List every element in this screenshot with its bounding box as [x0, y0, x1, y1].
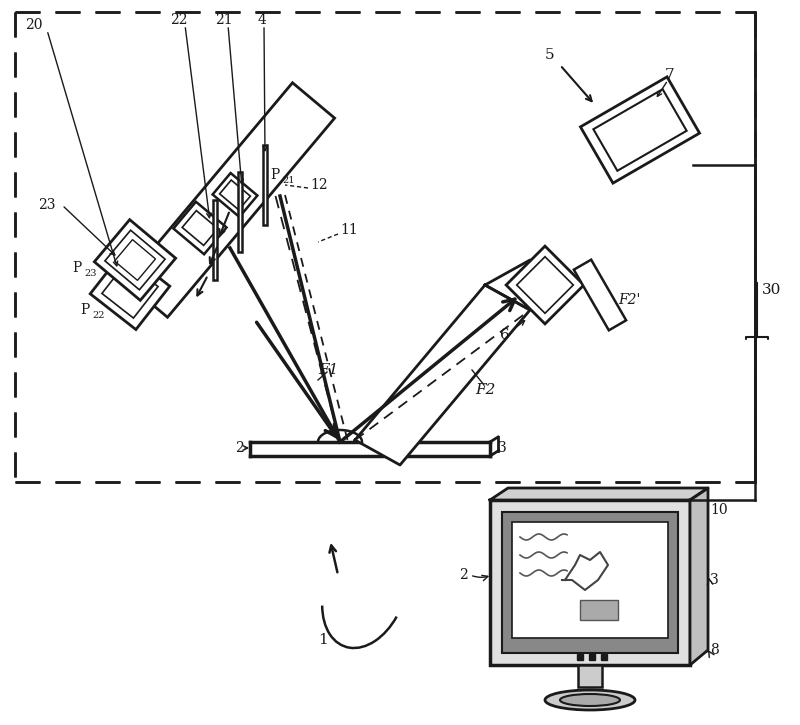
FancyBboxPatch shape [578, 665, 602, 687]
Text: 22: 22 [170, 13, 187, 27]
Text: 10: 10 [710, 503, 728, 517]
Polygon shape [594, 89, 686, 171]
Text: F1: F1 [318, 363, 338, 377]
Polygon shape [94, 220, 176, 300]
Text: 6: 6 [500, 328, 510, 342]
Ellipse shape [560, 694, 620, 706]
Text: 3: 3 [710, 573, 718, 587]
Text: 7: 7 [665, 68, 674, 82]
Text: 12: 12 [310, 178, 328, 192]
Text: 8: 8 [710, 643, 718, 657]
Text: 30: 30 [762, 283, 782, 297]
Polygon shape [182, 210, 218, 246]
Polygon shape [506, 246, 584, 324]
Polygon shape [114, 240, 155, 281]
Text: 23: 23 [38, 198, 55, 212]
FancyBboxPatch shape [580, 600, 618, 620]
Text: F2': F2' [618, 293, 640, 307]
Text: 23: 23 [84, 268, 97, 278]
Text: 20: 20 [25, 18, 42, 32]
Text: 5: 5 [545, 48, 554, 62]
Polygon shape [238, 172, 242, 252]
Polygon shape [102, 262, 158, 318]
Polygon shape [174, 202, 226, 254]
Polygon shape [355, 285, 530, 465]
Polygon shape [574, 260, 626, 331]
Text: P: P [270, 168, 279, 182]
Polygon shape [220, 180, 250, 210]
Polygon shape [581, 77, 699, 183]
Polygon shape [213, 200, 217, 280]
Polygon shape [517, 257, 574, 313]
Text: 2: 2 [459, 568, 468, 582]
FancyBboxPatch shape [502, 512, 678, 653]
Text: 21: 21 [282, 175, 294, 184]
Text: 2: 2 [235, 441, 244, 455]
Polygon shape [485, 260, 530, 310]
Polygon shape [105, 231, 165, 290]
Text: 21: 21 [215, 13, 233, 27]
Polygon shape [490, 488, 708, 500]
Polygon shape [690, 488, 708, 665]
Polygon shape [263, 145, 267, 225]
Polygon shape [213, 173, 258, 217]
Text: 3: 3 [498, 441, 506, 455]
Text: III: III [613, 549, 627, 561]
Text: P: P [72, 261, 82, 275]
Text: P: P [80, 303, 90, 317]
Text: 1: 1 [318, 633, 328, 647]
Ellipse shape [545, 690, 635, 710]
Text: F2: F2 [475, 383, 495, 397]
FancyBboxPatch shape [490, 500, 690, 665]
FancyBboxPatch shape [512, 522, 668, 638]
Polygon shape [126, 83, 334, 318]
Text: 22: 22 [92, 310, 105, 320]
Text: 11: 11 [340, 223, 358, 237]
Text: 4: 4 [258, 13, 267, 27]
Polygon shape [90, 250, 170, 330]
